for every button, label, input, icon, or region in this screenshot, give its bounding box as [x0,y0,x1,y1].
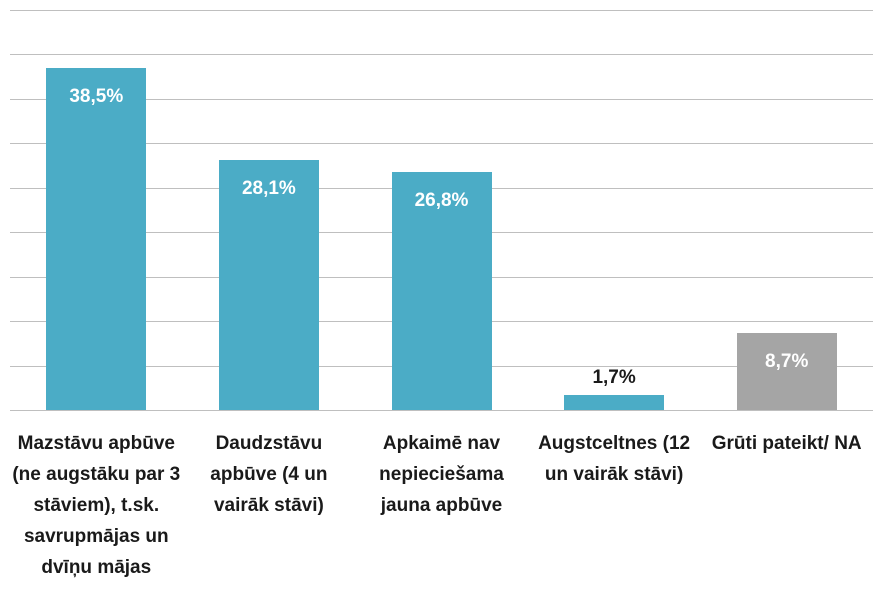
value-label: 28,1% [241,178,296,200]
bar [564,394,665,410]
bar [391,171,492,410]
bar [218,160,319,410]
grid-line [10,10,873,11]
bar [46,67,147,410]
x-tick-label: Mazstāvu apbūve (ne augstāku par 3 stāvi… [12,433,181,578]
grid-line [10,54,873,56]
value-label: 1,7% [592,366,636,388]
x-tick-label: Daudzstāvu apbūve (4 un vairāk stāvi) [210,433,328,516]
value-label: 8,7% [765,350,809,372]
value-label: 38,5% [69,85,124,107]
grid-line [10,410,873,411]
x-tick-label: Apkaimē nav nepieciešama jauna apbūve [379,433,504,516]
x-tick-label: Augstceltnes (12 un vairāk stāvi) [538,433,691,485]
value-label: 26,8% [414,189,469,211]
x-tick-label: Grūti pateikt/ NA [711,433,862,454]
grid-line [10,98,873,100]
bar [736,332,837,410]
grid-line [10,143,873,145]
